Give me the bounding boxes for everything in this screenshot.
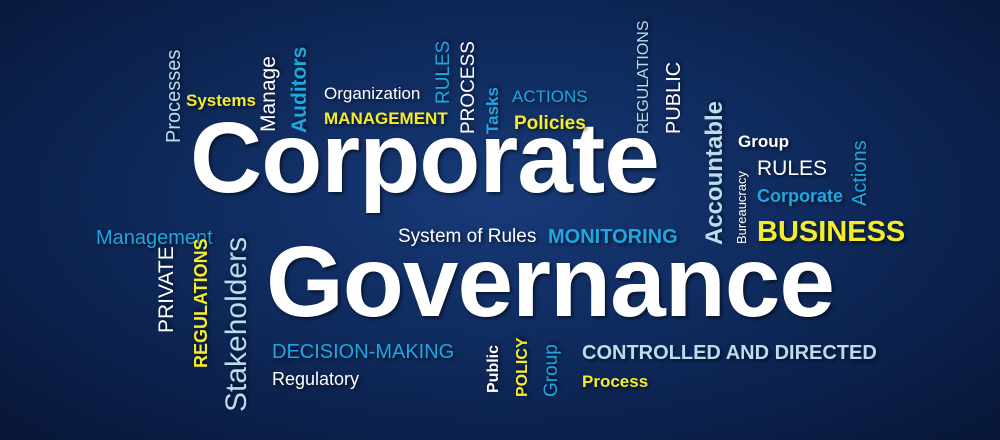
word-decision-making: DECISION-MAKING <box>272 341 455 363</box>
word-regulations-yellow: REGULATIONS <box>191 238 211 368</box>
word-management-caps: MANAGEMENT <box>324 109 448 128</box>
word-system-of-rules: System of Rules <box>398 226 537 247</box>
title-corporate: Corporate <box>190 102 660 214</box>
title-governance: Governance <box>266 226 835 338</box>
word-regulatory: Regulatory <box>272 369 360 389</box>
word-rules-vertical: RULES <box>433 40 454 104</box>
word-group-bottom: Group <box>541 344 562 397</box>
word-actions-right: Actions <box>849 140 871 206</box>
word-policies: Policies <box>514 113 586 134</box>
word-process-bottom: Process <box>582 372 649 391</box>
word-public-small: Public <box>485 344 502 393</box>
word-auditors: Auditors <box>288 46 311 133</box>
word-accountable: Accountable <box>701 100 728 245</box>
word-tasks: Tasks <box>483 87 502 134</box>
word-processes: Processes <box>163 49 185 143</box>
word-rules-right: RULES <box>757 157 828 180</box>
word-policy: POLICY <box>514 337 531 397</box>
word-stakeholders: Stakeholders <box>220 236 253 412</box>
word-private: PRIVATE <box>155 246 178 333</box>
word-group-right: Group <box>738 132 789 151</box>
word-actions-caps: ACTIONS <box>512 87 588 106</box>
word-systems: Systems <box>186 91 256 110</box>
word-business: BUSINESS <box>757 216 906 248</box>
word-controlled-and-directed: CONTROLLED AND DIRECTED <box>582 342 877 364</box>
word-process-caps: PROCESS <box>458 41 479 134</box>
word-corporate-small: Corporate <box>757 186 844 206</box>
word-organization: Organization <box>324 84 421 103</box>
word-monitoring: MONITORING <box>548 226 678 248</box>
word-management-left: Management <box>96 227 213 249</box>
word-public-caps: PUBLIC <box>663 61 685 134</box>
word-regulations-vertical: REGULATIONS <box>635 20 652 135</box>
word-manage: Manage <box>257 56 280 132</box>
word-bureaucracy: Bureaucracy <box>734 171 749 244</box>
